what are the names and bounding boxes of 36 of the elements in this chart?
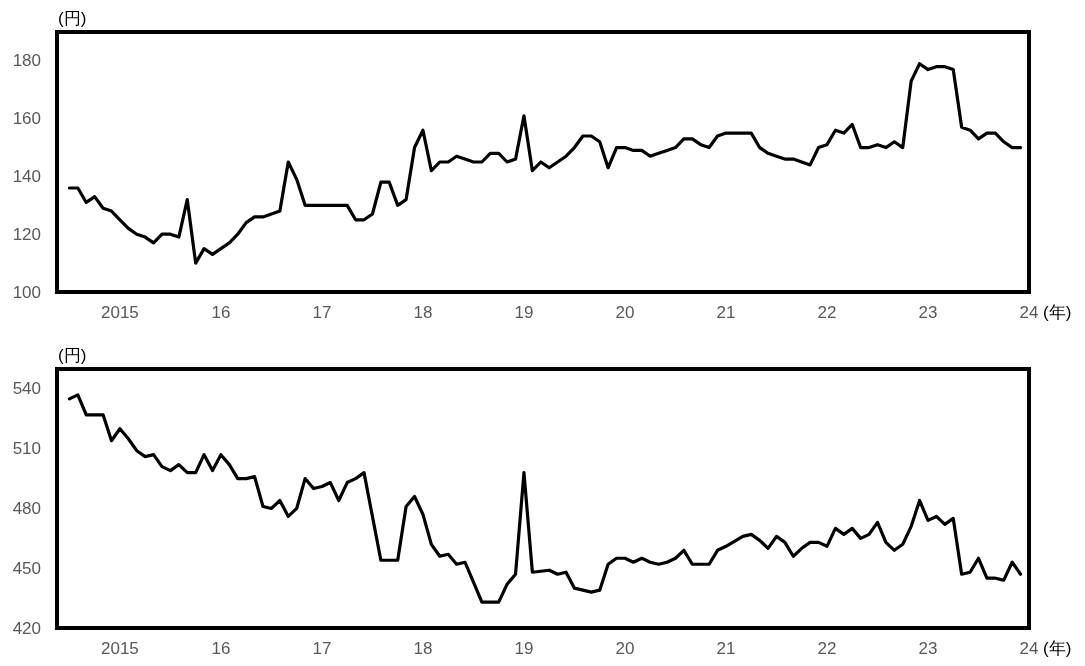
y-tick-label: 160 [12,109,41,129]
x-tick-label: 2015 [101,639,139,658]
x-tick-label: 22 [817,639,837,658]
x-tick-label: 16 [211,639,231,658]
x-tick-label: 16 [211,303,231,322]
y-tick-label: 480 [12,498,41,518]
x-tick-label: 20 [615,639,635,658]
x-tick-label: 21 [716,639,736,658]
x-tick-label: 2015 [101,303,139,322]
x-tick-label: 17 [312,303,332,322]
y-tick-label: 120 [12,224,41,244]
line-series [67,62,1023,265]
y-tick-label: 510 [12,439,41,459]
line-series [67,393,1023,604]
x-tick-label: 24 [1019,303,1039,322]
x-tick-label: 19 [514,639,534,658]
x-tick-label: 19 [514,303,534,322]
y-axis-title: (円) [58,9,87,28]
x-tick-label: 23 [918,303,938,322]
x-tick-label: 18 [413,303,433,322]
y-axis-title: (円) [58,346,87,365]
x-tick-label: 21 [716,303,736,322]
x-axis-title: (年) [1043,639,1072,658]
y-tick-label: 540 [12,379,41,399]
y-tick-label: 100 [12,282,41,302]
y-tick-label: 420 [12,618,41,638]
x-tick-label: 18 [413,639,433,658]
x-tick-label: 22 [817,303,837,322]
y-tick-label: 450 [12,558,41,578]
y-tick-label: 140 [12,166,41,186]
x-axis-title: (年) [1043,303,1072,322]
x-tick-label: 20 [615,303,635,322]
x-tick-label: 17 [312,639,332,658]
x-tick-label: 23 [918,639,938,658]
x-tick-label: 24 [1019,639,1039,658]
y-tick-label: 180 [12,51,41,71]
